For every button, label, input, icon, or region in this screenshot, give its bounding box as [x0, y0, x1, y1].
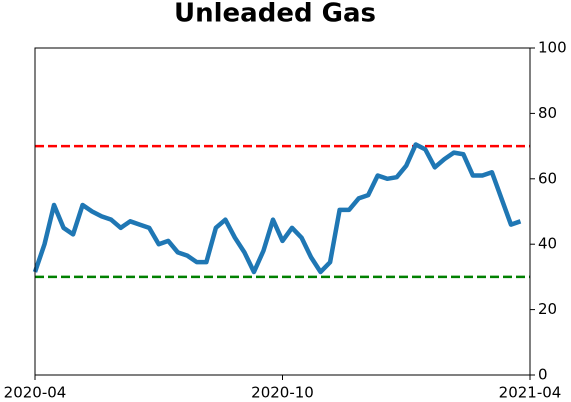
x-tick-label: 2020-04 — [4, 384, 67, 402]
x-tick-label: 2020-10 — [251, 384, 314, 402]
y-tick-label: 80 — [538, 104, 557, 122]
plot-frame — [34, 47, 531, 376]
y-tick-label: 40 — [538, 235, 557, 253]
y-tick-label: 20 — [538, 300, 557, 318]
x-tick-label: 2021-04 — [499, 384, 562, 402]
data-line — [32, 142, 522, 275]
y-tick-label: 100 — [538, 39, 567, 57]
chart-title: Unleaded Gas — [174, 0, 376, 29]
y-tick-label: 60 — [538, 169, 557, 187]
y-tick-label: 0 — [538, 366, 548, 384]
